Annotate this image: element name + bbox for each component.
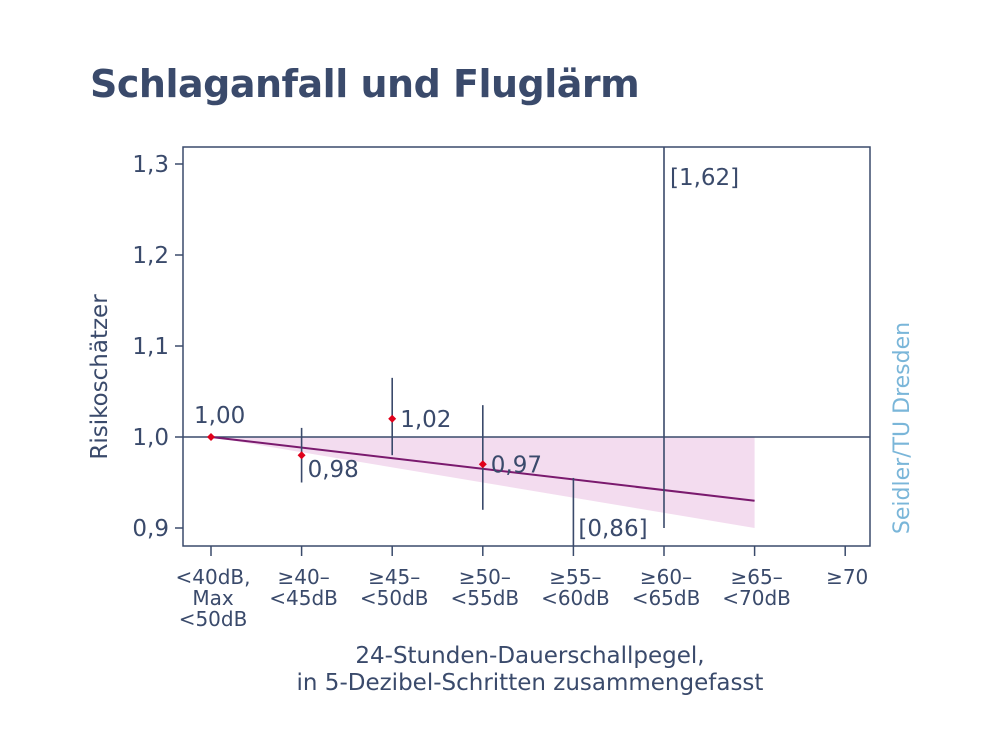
x-tick-label: ≥40– xyxy=(277,565,329,589)
y-tick-label: 1,1 xyxy=(132,334,169,360)
data-label: 0,98 xyxy=(308,457,359,483)
y-tick-label: 1,0 xyxy=(132,425,169,451)
page-title: Schlaganfall und Fluglärm xyxy=(90,62,640,106)
data-label: 1,02 xyxy=(400,407,451,433)
data-point xyxy=(478,460,487,469)
x-tick-label: <50dB xyxy=(360,586,429,610)
data-label: 0,97 xyxy=(491,452,542,478)
x-tick-label: <60dB xyxy=(541,586,610,610)
y-tick-label: 1,2 xyxy=(132,243,169,269)
data-point xyxy=(388,414,397,423)
x-tick-label: <45dB xyxy=(269,586,338,610)
ci-label: [0,86] xyxy=(578,516,647,542)
x-tick-label: <55dB xyxy=(450,586,519,610)
y-axis-label: Risikoschätzer xyxy=(87,294,113,460)
x-tick-label: <70dB xyxy=(722,586,791,610)
x-axis-label-line-1: 24-Stunden-Dauerschallpegel, xyxy=(355,643,704,669)
data-point xyxy=(297,451,306,460)
x-tick-label: ≥55– xyxy=(549,565,601,589)
x-tick-label: ≥65– xyxy=(730,565,782,589)
data-label: 1,00 xyxy=(194,403,245,429)
y-tick-label: 0,9 xyxy=(132,516,169,542)
x-tick-label: <40dB, xyxy=(176,565,251,589)
x-tick-label: ≥70 xyxy=(826,565,868,589)
x-tick-label: ≥50– xyxy=(459,565,511,589)
x-tick-label: ≥60– xyxy=(640,565,692,589)
credit-text: Seidler/TU Dresden xyxy=(890,322,915,534)
x-axis-label-line-2: in 5-Dezibel-Schritten zusammengefasst xyxy=(297,670,764,696)
x-tick-label: <65dB xyxy=(632,586,701,610)
y-tick-label: 1,3 xyxy=(132,152,169,178)
x-tick-label: Max xyxy=(192,586,234,610)
data-point xyxy=(207,433,215,441)
x-tick-label: ≥45– xyxy=(368,565,420,589)
ci-label: [1,62] xyxy=(670,165,739,191)
x-tick-label: <50dB xyxy=(179,607,248,631)
